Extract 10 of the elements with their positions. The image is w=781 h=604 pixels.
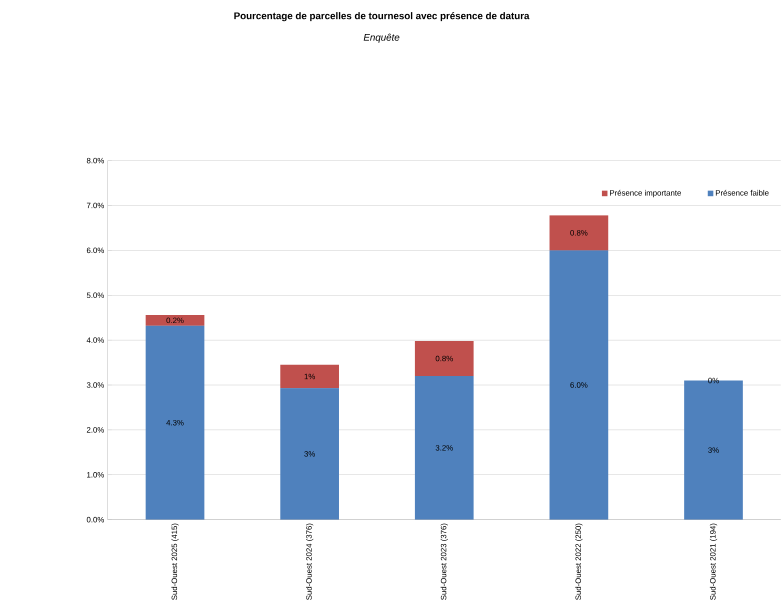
bar <box>280 365 339 388</box>
chart-title: Pourcentage de parcelles de tournesol avec présence de datura <box>234 12 530 22</box>
bar <box>550 216 608 251</box>
bar <box>550 250 608 520</box>
chart-subtitle: Enquête <box>364 34 400 43</box>
bar <box>280 388 339 520</box>
bar <box>146 315 204 326</box>
bar <box>414 341 474 376</box>
bar <box>414 376 474 520</box>
bar <box>146 326 204 520</box>
